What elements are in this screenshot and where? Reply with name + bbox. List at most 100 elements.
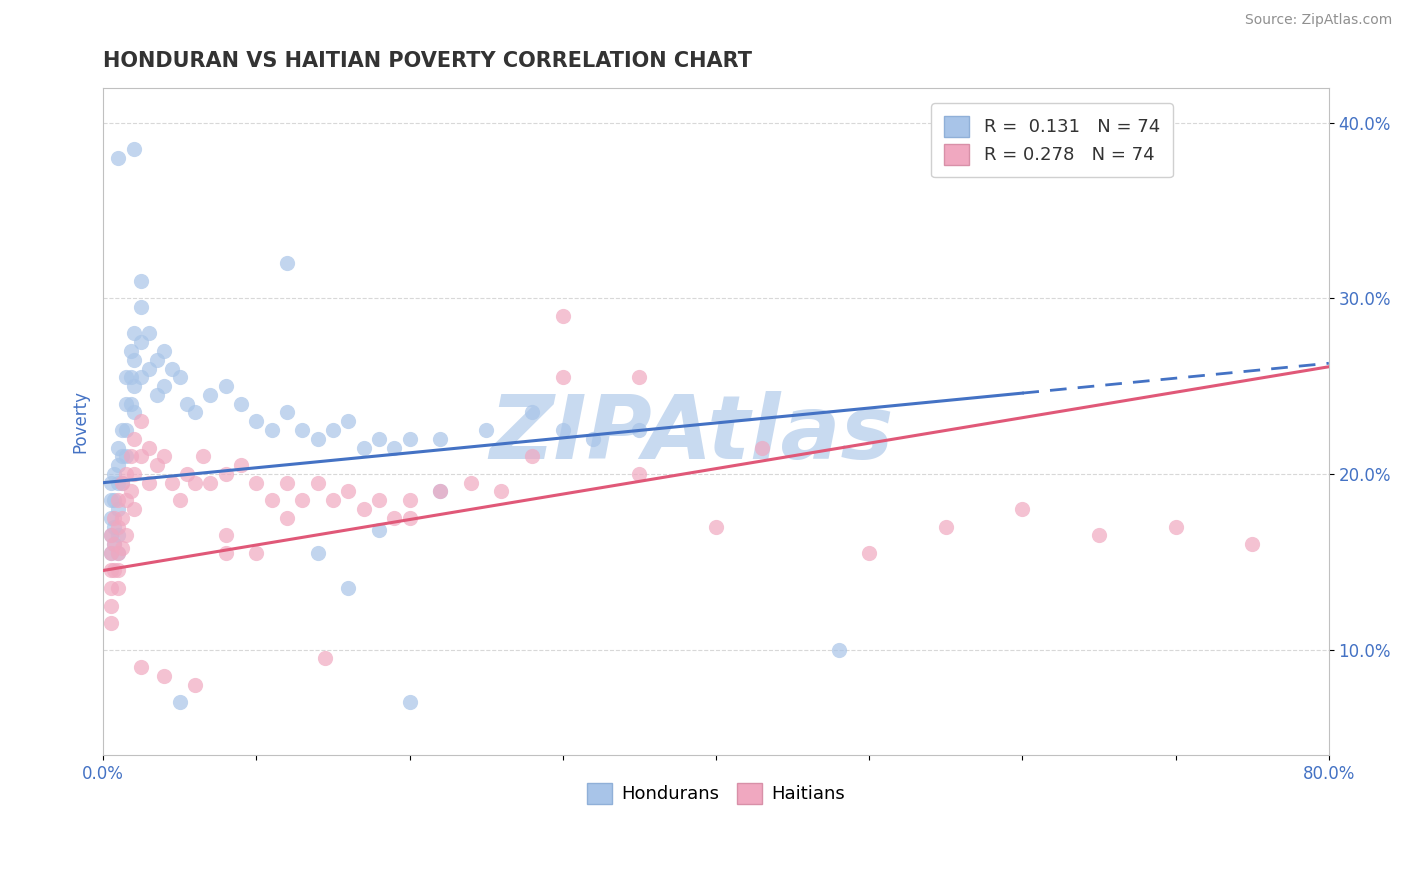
Point <box>551 309 574 323</box>
Point <box>628 370 651 384</box>
Point <box>138 441 160 455</box>
Point <box>103 467 125 481</box>
Point <box>398 510 420 524</box>
Point <box>314 651 336 665</box>
Point <box>169 370 191 384</box>
Point <box>160 361 183 376</box>
Point <box>628 467 651 481</box>
Point <box>200 475 222 490</box>
Point <box>520 405 543 419</box>
Point <box>115 397 138 411</box>
Point <box>491 484 513 499</box>
Point <box>276 405 298 419</box>
Point <box>120 397 142 411</box>
Point <box>110 475 132 490</box>
Point <box>100 493 122 508</box>
Point <box>115 370 138 384</box>
Point <box>145 352 167 367</box>
Point <box>382 441 405 455</box>
Point <box>107 581 129 595</box>
Point <box>107 546 129 560</box>
Point <box>520 450 543 464</box>
Point <box>215 379 238 393</box>
Point <box>115 450 138 464</box>
Point <box>184 405 207 419</box>
Point <box>131 335 153 350</box>
Point <box>307 432 329 446</box>
Point <box>176 397 198 411</box>
Point <box>245 475 267 490</box>
Point <box>229 458 252 472</box>
Y-axis label: Poverty: Poverty <box>72 390 89 453</box>
Point <box>103 493 125 508</box>
Point <box>122 142 145 156</box>
Point <box>353 502 375 516</box>
Point <box>429 484 451 499</box>
Point <box>103 510 125 524</box>
Point <box>184 678 207 692</box>
Point <box>100 546 122 560</box>
Point <box>100 599 122 613</box>
Point <box>551 370 574 384</box>
Point <box>291 423 314 437</box>
Point <box>153 450 176 464</box>
Point <box>276 475 298 490</box>
Point <box>107 458 129 472</box>
Point <box>131 450 153 464</box>
Point <box>120 343 142 358</box>
Point <box>100 528 122 542</box>
Point <box>107 502 129 516</box>
Point <box>122 467 145 481</box>
Point <box>138 326 160 341</box>
Point <box>160 475 183 490</box>
Point <box>153 379 176 393</box>
Point <box>153 343 176 358</box>
Point <box>115 467 138 481</box>
Legend: Hondurans, Haitians: Hondurans, Haitians <box>578 773 855 813</box>
Point <box>153 669 176 683</box>
Point <box>120 450 142 464</box>
Point <box>103 537 125 551</box>
Point <box>145 458 167 472</box>
Point <box>131 300 153 314</box>
Point <box>245 546 267 560</box>
Point <box>215 528 238 542</box>
Point <box>145 388 167 402</box>
Point <box>367 523 389 537</box>
Point <box>751 441 773 455</box>
Point <box>110 450 132 464</box>
Point <box>115 528 138 542</box>
Point <box>353 441 375 455</box>
Point <box>107 546 129 560</box>
Point <box>107 493 129 508</box>
Point <box>382 510 405 524</box>
Point <box>398 493 420 508</box>
Point <box>215 467 238 481</box>
Point <box>307 475 329 490</box>
Point <box>107 519 129 533</box>
Point <box>337 484 360 499</box>
Point <box>110 475 132 490</box>
Point <box>100 546 122 560</box>
Point <box>107 564 129 578</box>
Point <box>131 370 153 384</box>
Point <box>120 484 142 499</box>
Point <box>107 528 129 542</box>
Point <box>115 423 138 437</box>
Point <box>176 467 198 481</box>
Point <box>367 493 389 508</box>
Point <box>131 414 153 428</box>
Point <box>184 475 207 490</box>
Point <box>122 352 145 367</box>
Point <box>337 414 360 428</box>
Point <box>103 564 125 578</box>
Point <box>100 510 122 524</box>
Point <box>103 537 125 551</box>
Point <box>131 660 153 674</box>
Point <box>827 642 849 657</box>
Point <box>215 546 238 560</box>
Point <box>120 370 142 384</box>
Point <box>100 564 122 578</box>
Point <box>100 528 122 542</box>
Point <box>103 519 125 533</box>
